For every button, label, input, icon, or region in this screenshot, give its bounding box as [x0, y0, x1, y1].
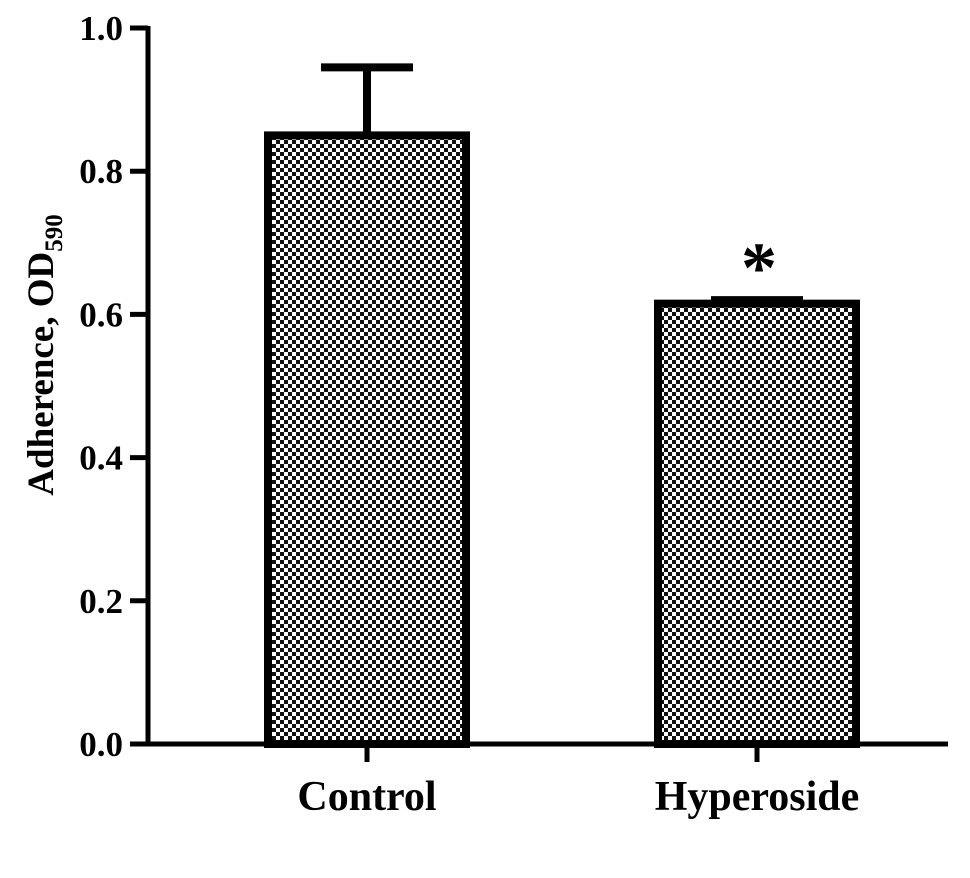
- y-tick-label: 0.0: [79, 725, 123, 764]
- significance-asterisk: *: [741, 228, 777, 308]
- y-tick-label: 0.2: [79, 582, 123, 621]
- y-tick-label: 1.0: [79, 9, 123, 48]
- y-axis-label-main: Adherence, OD: [21, 252, 62, 496]
- y-axis-label-subscript: 590: [41, 214, 68, 252]
- y-axis-label: Adherence, OD590: [21, 214, 68, 495]
- error-bars-layer: [321, 63, 803, 305]
- annotations-layer: *: [741, 228, 777, 308]
- y-ticks: 0.0 0.2 0.4 0.6 0.8 1.0: [79, 9, 148, 764]
- axes: [145, 26, 948, 747]
- y-tick-label: 0.8: [79, 152, 123, 191]
- bar-hyperoside: [654, 299, 860, 748]
- x-tick-label-hyperoside: Hyperoside: [655, 774, 860, 820]
- x-ticks: Control Hyperoside: [297, 744, 859, 820]
- y-tick-label: 0.4: [79, 439, 123, 478]
- x-tick-label-control: Control: [297, 774, 436, 820]
- bars-layer: [264, 131, 860, 748]
- y-tick-label: 0.6: [79, 295, 123, 334]
- bar-control: [264, 131, 470, 748]
